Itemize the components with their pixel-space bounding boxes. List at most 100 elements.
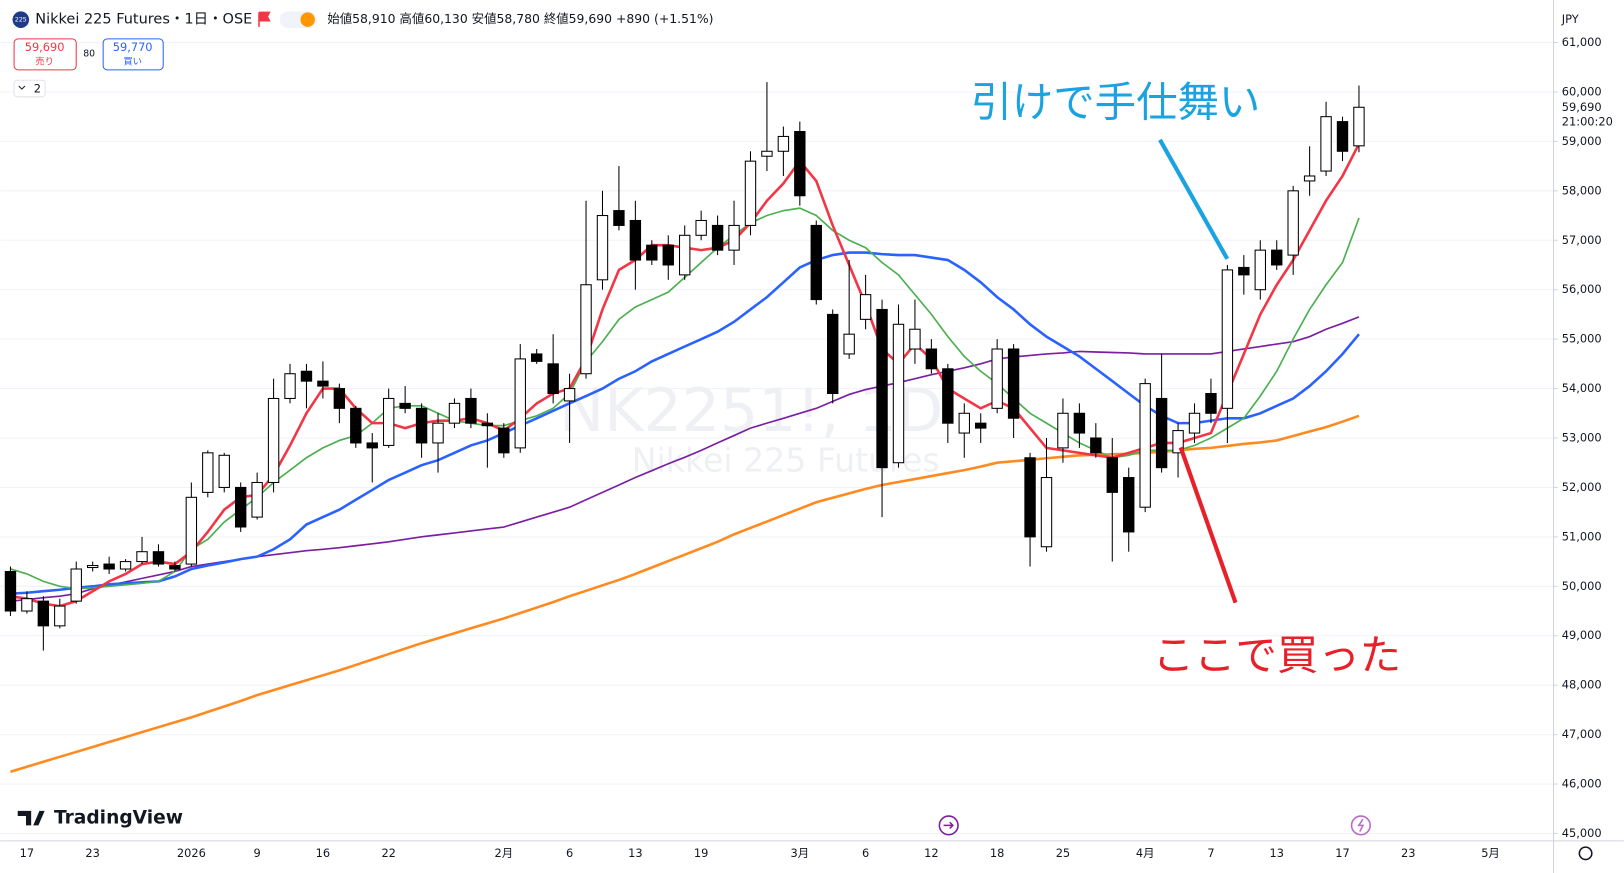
candle-body	[1205, 392, 1217, 414]
x-tick-label: 17	[1335, 846, 1349, 860]
y-tick-label: 52,000	[1562, 480, 1602, 494]
axis-labels: 45,000 46,000 47,000 48,000 49,000 50,000 51,0…	[20, 35, 1613, 860]
countdown: 21:00:20	[1562, 114, 1613, 128]
candle-body	[317, 380, 329, 387]
y-tick-label: 59,000	[1562, 134, 1602, 148]
candle-body	[843, 333, 855, 355]
event-icon-glyph	[943, 821, 954, 830]
candle-body	[580, 284, 592, 375]
y-tick-label: 47,000	[1562, 727, 1602, 741]
candle-body	[991, 348, 1003, 409]
candle-body	[86, 565, 99, 569]
annotation-line	[1158, 138, 1230, 260]
candle-body	[103, 563, 115, 570]
candle-body	[1320, 116, 1332, 172]
annotation: ここで買った	[1153, 632, 1401, 680]
y-tick-label: 48,000	[1562, 678, 1602, 692]
candle-body	[761, 150, 773, 157]
x-tick-label: 2月	[494, 846, 513, 860]
candle-body	[267, 397, 280, 484]
candle-body	[1007, 348, 1020, 419]
x-tick-label: 7	[1207, 846, 1214, 860]
candle-body	[169, 565, 181, 570]
y-tick-label: 54,000	[1562, 381, 1602, 395]
candle-body	[234, 486, 247, 528]
x-tick-label: 19	[694, 846, 708, 860]
x-tick-label: 6	[862, 846, 869, 860]
y-tick-label: 55,000	[1562, 332, 1602, 346]
candle-body	[1221, 269, 1234, 409]
candle-body	[136, 551, 148, 563]
candle-body	[695, 219, 707, 236]
indicator-count: 2	[34, 82, 41, 96]
y-tick-label: 51,000	[1562, 529, 1602, 543]
last-price: 59,690	[1562, 100, 1602, 114]
candle-body	[728, 224, 740, 251]
y-tick-label: 45,000	[1562, 826, 1602, 840]
candle-body	[333, 388, 346, 409]
candle-body	[1139, 383, 1151, 508]
candle-body	[810, 224, 822, 301]
symbol-title[interactable]: Nikkei 225 Futures・1日・OSE	[35, 12, 252, 28]
candle-body	[350, 407, 362, 444]
candle-body	[876, 308, 888, 469]
candle-body	[958, 412, 970, 434]
symbol-icon	[12, 11, 30, 28]
y-tick-label: 50,000	[1562, 579, 1602, 593]
y-tick-label: 49,000	[1562, 628, 1602, 642]
candle-body	[777, 135, 790, 152]
last-price-tag	[1554, 98, 1613, 131]
sell-price: 59,690	[25, 40, 65, 54]
candle-body	[251, 481, 263, 518]
watermark-sub: Nikkei 225 Futures	[632, 440, 940, 479]
buy-price: 59,770	[113, 40, 153, 54]
candle-body	[547, 363, 559, 395]
currency[interactable]: JPY	[1561, 12, 1579, 26]
candle-body	[300, 370, 313, 382]
candle-body	[399, 402, 411, 409]
event-icon-glyph	[1357, 818, 1365, 832]
x-tick-label: 3月	[791, 846, 810, 860]
settings-icon[interactable]	[1578, 846, 1593, 861]
candle-body	[415, 407, 428, 444]
x-tick-label: 6	[566, 846, 573, 860]
y-tick-label: 57,000	[1562, 233, 1602, 247]
d-icon	[300, 12, 315, 27]
candle-body	[909, 328, 921, 350]
branding[interactable]: TradingView	[54, 808, 183, 829]
candle-body	[1238, 266, 1250, 276]
candle-body	[481, 422, 494, 427]
candle-body	[202, 452, 214, 493]
flag-icon[interactable]	[258, 11, 271, 27]
x-tick-label: 4月	[1136, 846, 1155, 860]
candle-body	[432, 422, 444, 444]
candle-body	[1303, 175, 1316, 182]
candle-body	[1188, 412, 1201, 434]
candle-body	[1073, 412, 1086, 434]
candle-body	[366, 442, 378, 449]
x-tick-label: 13	[1269, 846, 1283, 860]
candle-body	[1287, 190, 1299, 256]
candle-body	[382, 397, 395, 446]
candle-body	[498, 427, 510, 454]
candle-body	[925, 348, 938, 370]
candle-body	[629, 219, 642, 261]
sell-button[interactable]	[13, 38, 77, 71]
candle-body	[794, 130, 806, 197]
y-tick-label: 46,000	[1562, 777, 1602, 791]
candle-body	[613, 210, 625, 226]
x-tick-label: 12	[924, 846, 938, 860]
candle-body	[21, 598, 33, 612]
candle-body	[1057, 412, 1069, 449]
symbol-icon-text: 225	[15, 17, 27, 24]
candle-body	[859, 294, 872, 320]
candle-body	[1106, 457, 1118, 493]
candle-body	[563, 388, 576, 402]
candle-body	[4, 570, 17, 612]
chevron	[18, 85, 26, 90]
indicator-toggle[interactable]	[13, 79, 46, 98]
buy-button[interactable]	[102, 38, 164, 71]
x-tick-label: 5月	[1481, 846, 1500, 860]
annotation-line	[1178, 446, 1238, 604]
candle-body	[1336, 121, 1349, 152]
